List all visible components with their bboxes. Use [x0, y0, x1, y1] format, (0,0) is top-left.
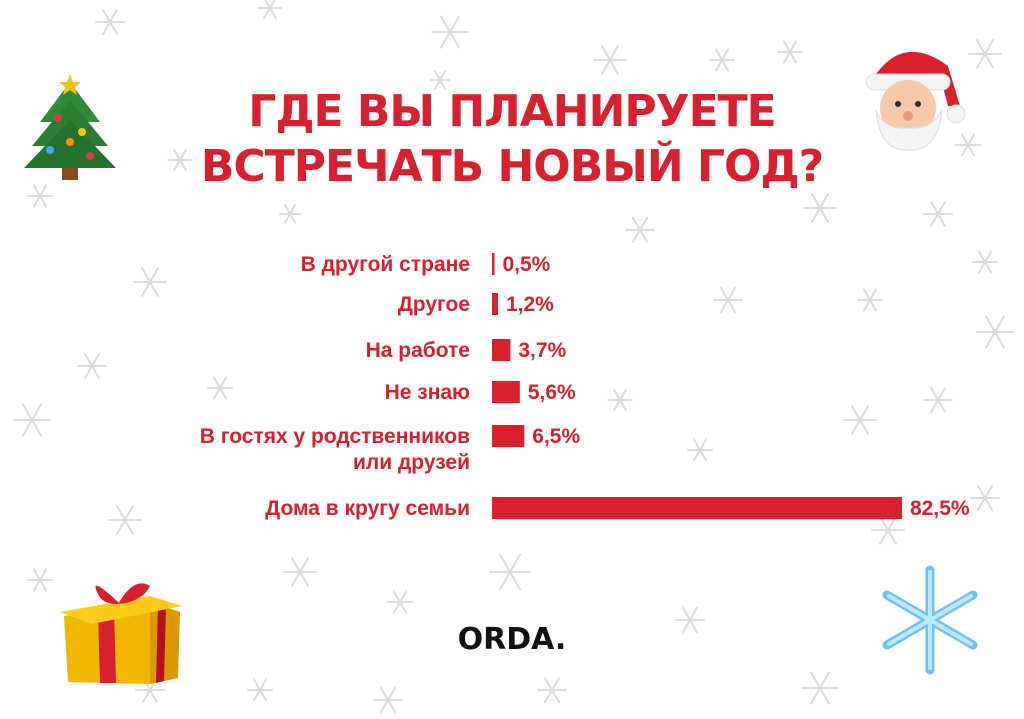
page-title-line-1: ГДЕ ВЫ ПЛАНИРУЕТЕ: [248, 86, 776, 137]
snowflake-icon: [279, 204, 301, 224]
bar: [492, 381, 520, 403]
gift-box-icon: [60, 583, 182, 684]
snowflake-icon: [882, 565, 978, 675]
data-label: 3,7%: [518, 339, 566, 362]
bar: [492, 339, 511, 361]
snowflake-icon: [387, 590, 413, 614]
snowflake-icon: [625, 216, 655, 244]
category-label: В гостях у родственников: [200, 425, 470, 448]
category-label: Другое: [398, 293, 470, 316]
snowflake-icon: [968, 39, 1002, 69]
snowflake-icon: [687, 438, 713, 462]
bar: [492, 497, 902, 519]
snowflake-icon: [429, 70, 451, 90]
snowflake-icon: [709, 48, 735, 72]
snowflake-icon: [77, 352, 107, 380]
snowflake-icon: [871, 515, 905, 545]
data-label: 0,5%: [502, 253, 550, 276]
snowflake-icon: [537, 676, 567, 704]
snowflake-icon: [431, 15, 469, 49]
category-label: На работе: [366, 339, 470, 362]
snowflake-icon: [95, 8, 125, 36]
category-label: Не знаю: [385, 381, 470, 404]
snowflake-icon: [247, 678, 273, 702]
snowflake-icon: [27, 568, 53, 592]
snowflake-icon: [801, 671, 839, 705]
snowflake-icon: [283, 557, 317, 587]
christmas-tree-icon: [24, 74, 116, 180]
snowflake-icon: [373, 686, 403, 714]
category-label: В другой стране: [301, 253, 470, 276]
snowflake-icon: [923, 386, 953, 414]
category-label: или друзей: [353, 451, 470, 474]
brand-logo: ORDA.: [457, 622, 567, 657]
snowflake-icon: [207, 376, 233, 400]
snowflake-icon: [803, 193, 837, 223]
snowflake-icon: [976, 315, 1014, 349]
bar: [492, 253, 495, 275]
santa-icon: [865, 51, 966, 151]
snowflake-icon: [777, 40, 803, 64]
page-title-line-2: ВСТРЕЧАТЬ НОВЫЙ ГОД?: [200, 141, 824, 192]
category-label: Дома в кругу семьи: [265, 497, 470, 520]
snowflake-icon: [923, 200, 953, 228]
snowflake-icon: [857, 288, 883, 312]
snowflake-icon: [133, 267, 167, 297]
data-label: 5,6%: [528, 381, 576, 404]
snowflake-icon: [593, 45, 627, 75]
data-label: 1,2%: [506, 293, 554, 316]
snowflake-icon: [713, 286, 743, 314]
snowflake-icon: [955, 133, 981, 157]
data-label: 6,5%: [532, 425, 580, 448]
snowflake-icon: [13, 403, 51, 437]
data-label: 82,5%: [910, 497, 970, 520]
snowflake-icon: [972, 250, 998, 274]
snowflake-icon: [27, 184, 53, 208]
snowflake-icon: [489, 553, 531, 591]
snowflake-icon: [970, 484, 1000, 512]
snowflake-icon: [607, 388, 633, 412]
snowflake-icon: [167, 148, 193, 172]
bar: [492, 425, 525, 447]
snowflake-icon: [675, 606, 705, 634]
bar: [492, 293, 498, 315]
snowflake-icon: [843, 405, 877, 435]
snowflake-icon: [108, 505, 142, 535]
snowflake-icon: [257, 0, 283, 20]
